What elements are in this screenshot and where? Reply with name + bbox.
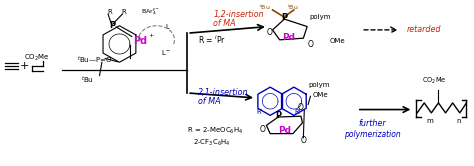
Text: O: O [259,125,265,134]
Text: O: O [301,136,306,145]
Text: BAr$^{F^-}_4$: BAr$^{F^-}_4$ [141,6,160,17]
Text: L: L [165,24,169,30]
Text: L$^-$: L$^-$ [161,48,171,57]
Text: 1,2-insertion: 1,2-insertion [213,10,264,19]
Text: R = $^i$Pr: R = $^i$Pr [198,34,226,46]
Text: P: P [282,13,287,22]
Text: polym: polym [310,14,331,20]
Text: R: R [122,9,127,15]
Text: retarded: retarded [407,25,441,34]
Text: OMe: OMe [329,38,345,44]
Text: R': R' [294,109,301,115]
Text: +: + [20,61,29,71]
Text: of MA: of MA [213,19,236,28]
Text: polymerization: polymerization [344,130,401,139]
Text: O: O [266,28,272,37]
Text: +: + [148,33,154,38]
Text: polym: polym [308,82,329,88]
Text: $^t$Bu: $^t$Bu [81,74,94,85]
Text: 2,1-insertion: 2,1-insertion [198,88,249,97]
Text: Pd: Pd [278,126,291,135]
Text: of MA: of MA [198,97,221,106]
Text: CO$_2$Me: CO$_2$Me [422,76,447,86]
Text: m: m [427,118,433,124]
Text: O: O [308,40,313,49]
Text: R = 2-MeOC$_6$H$_4$: R = 2-MeOC$_6$H$_4$ [187,126,244,136]
Text: n: n [456,118,461,124]
Text: O: O [298,103,304,112]
Text: $^t$Bu: $^t$Bu [287,3,299,12]
Text: $^t$Bu: $^t$Bu [259,3,270,12]
Text: Pd: Pd [133,36,147,46]
Text: 2-CF$_3$C$_6$H$_4$: 2-CF$_3$C$_6$H$_4$ [193,138,231,148]
Text: CO$_2$Me: CO$_2$Me [24,53,50,63]
Text: $^t$Bu—P=O: $^t$Bu—P=O [77,54,112,65]
Text: R': R' [256,109,263,115]
Text: Pd: Pd [282,33,295,42]
Text: further: further [358,119,386,128]
Text: P: P [110,21,116,30]
Text: P: P [275,111,281,120]
Text: OMe: OMe [313,92,328,98]
Text: R: R [108,9,112,15]
